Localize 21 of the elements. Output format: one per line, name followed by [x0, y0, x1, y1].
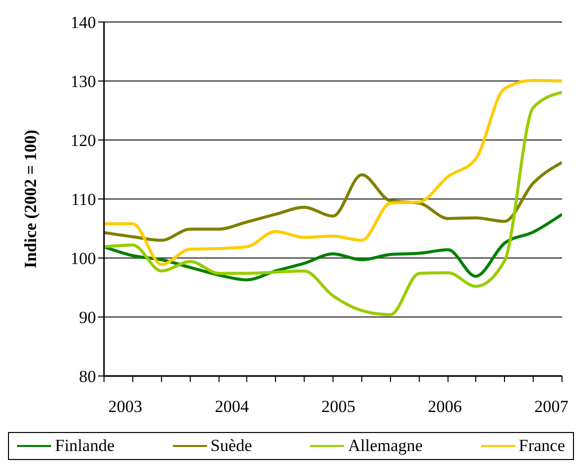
y-axis-title: Indice (2002 = 100) — [21, 130, 40, 268]
line-series — [104, 160, 562, 242]
x-tick-label: 2003 — [108, 397, 142, 416]
y-tick-label: 110 — [71, 190, 96, 210]
line-series — [104, 78, 562, 266]
legend-label: Suède — [210, 436, 252, 456]
y-tick-label: 100 — [70, 249, 96, 268]
x-tick-label: 2005 — [321, 397, 356, 416]
y-tick-label: 130 — [70, 72, 96, 92]
line-series — [104, 90, 562, 316]
legend-label: France — [518, 436, 565, 456]
line-series — [104, 212, 562, 282]
y-tick-label: 90 — [79, 308, 96, 328]
x-tick-label: 2007 — [534, 397, 569, 416]
y-tick-label: 140 — [70, 13, 96, 32]
legend-label: Allemagne — [348, 436, 423, 456]
y-tick-label: 120 — [70, 131, 96, 150]
x-tick-label: 2006 — [428, 397, 462, 416]
y-tick-label: 80 — [79, 367, 96, 386]
x-tick-label: 2004 — [214, 397, 250, 416]
legend-label: Finlande — [55, 436, 114, 456]
